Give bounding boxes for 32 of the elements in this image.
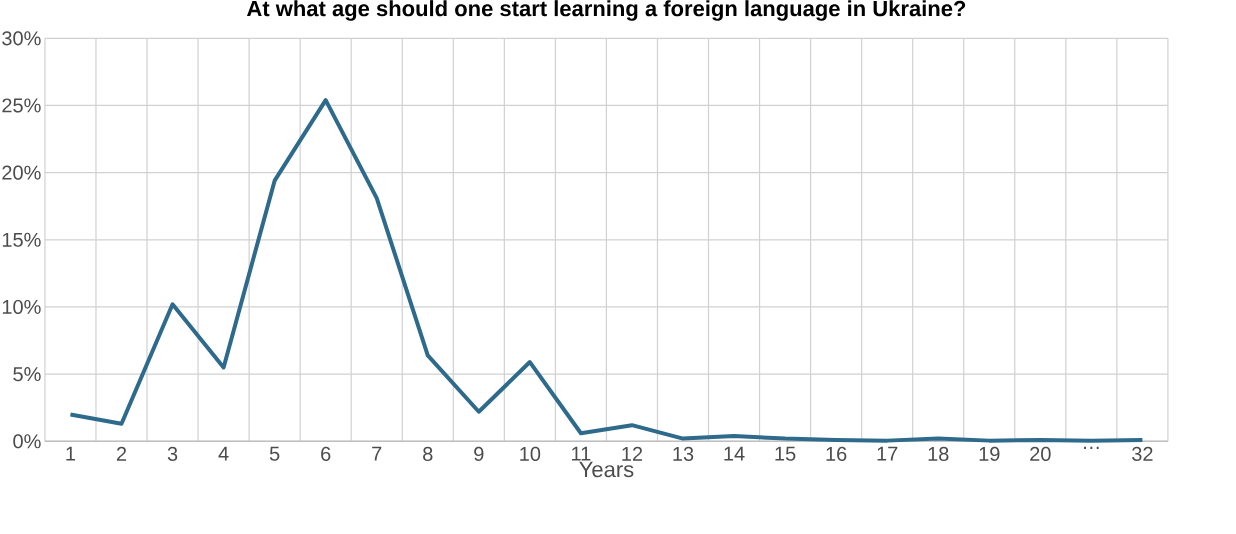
x-tick-label: 6 — [321, 446, 331, 461]
x-tick-label: 1 — [66, 446, 76, 461]
x-tick-label: 7 — [372, 446, 382, 461]
x-tick-label: 3 — [167, 446, 178, 461]
x-tick-label: 32 — [1132, 446, 1153, 461]
x-tick-label: 10 — [520, 446, 541, 461]
y-tick-label: 5% — [13, 367, 41, 382]
x-tick-label: 14 — [724, 446, 745, 461]
x-tick-label: 13 — [673, 446, 694, 461]
y-tick-label: 0% — [13, 434, 41, 449]
line-series — [68, 98, 1145, 443]
x-tick-label: 18 — [928, 446, 949, 461]
chart-title: At what age should one start learning a foreign language in Ukraine? — [246, 0, 966, 21]
x-tick-label: 15 — [775, 446, 796, 461]
x-tick-label: 2 — [116, 446, 127, 461]
x-tick-label: 5 — [269, 446, 280, 461]
x-axis-title: Years — [579, 461, 634, 478]
x-tick-label: 8 — [423, 446, 433, 461]
x-tick-label: … — [1084, 446, 1099, 449]
x-tick-label: 11 — [572, 446, 591, 461]
x-tick-label: 16 — [826, 446, 847, 461]
y-tick-label: 25% — [2, 98, 41, 113]
x-tick-label: 12 — [622, 446, 643, 461]
x-tick-label: 17 — [877, 446, 898, 461]
y-tick-label: 10% — [2, 299, 41, 315]
x-tick-label: 9 — [474, 446, 484, 461]
y-tick-label: 30% — [2, 31, 41, 46]
x-tick-label: 19 — [979, 446, 1000, 461]
y-tick-label: 15% — [2, 232, 41, 247]
x-tick-label: 4 — [218, 446, 229, 461]
x-tick-label: 20 — [1030, 446, 1051, 461]
y-tick-label: 20% — [2, 165, 41, 180]
